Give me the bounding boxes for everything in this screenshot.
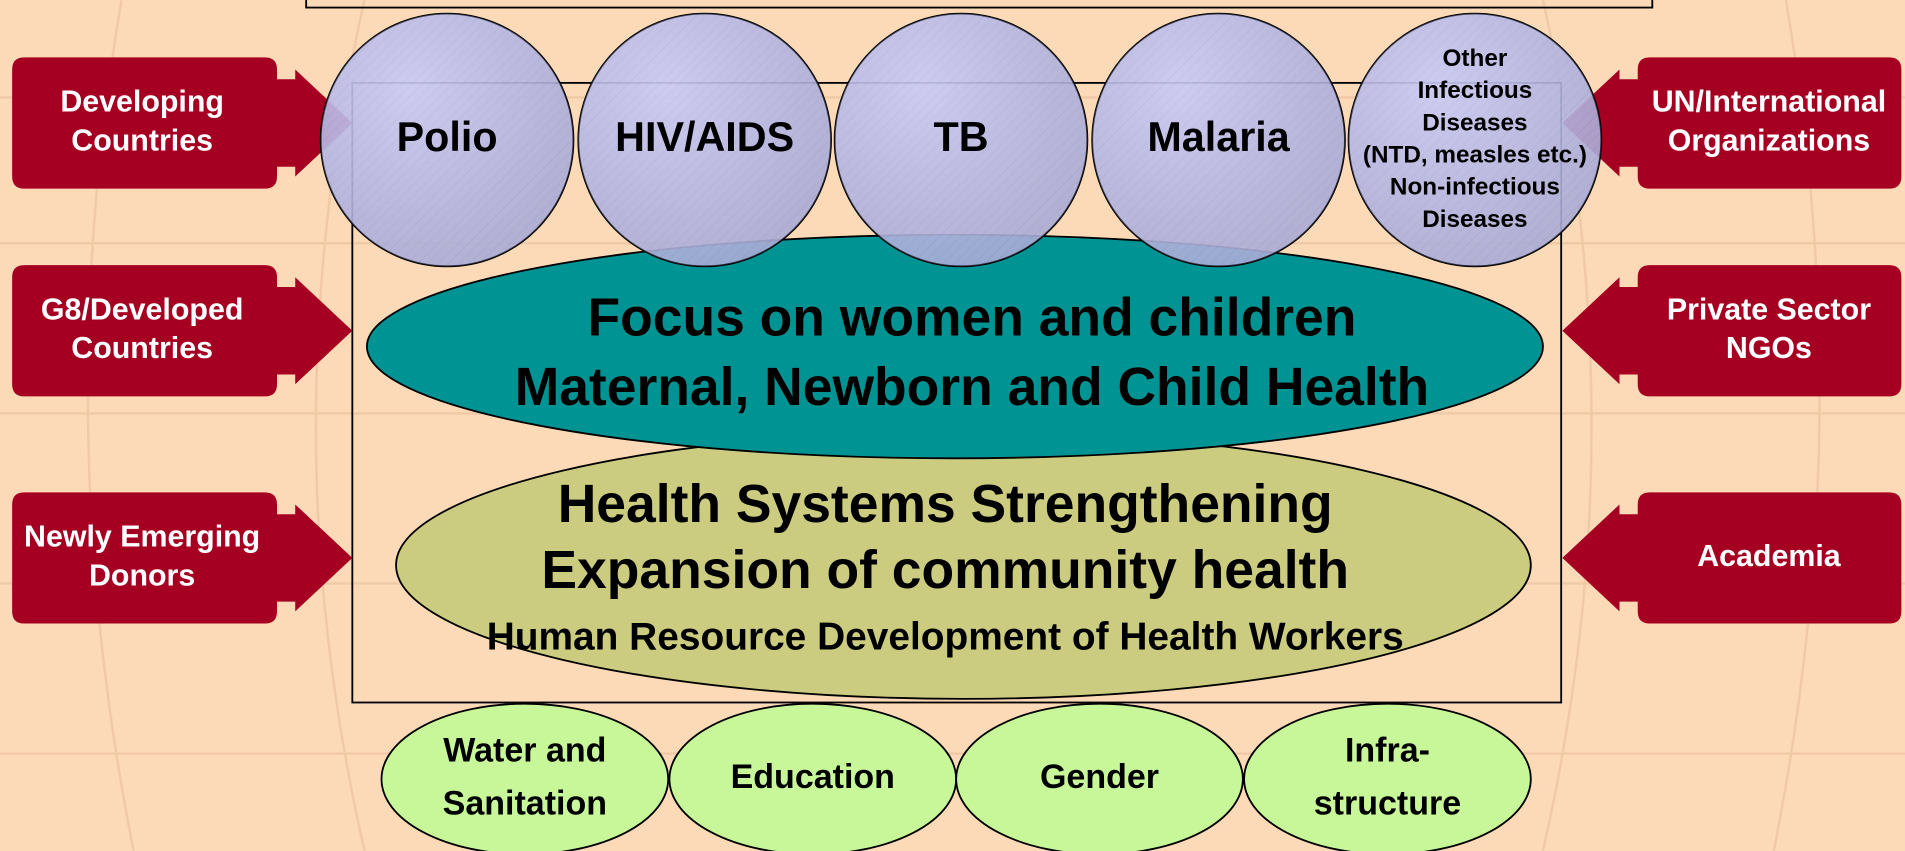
- label: Maternal, Newborn and Child Health: [515, 358, 1429, 417]
- label: G8/Developed: [41, 293, 243, 326]
- label: Donors: [89, 559, 195, 592]
- label: Malaria: [1147, 114, 1290, 160]
- label: TB: [933, 114, 988, 160]
- actor-arrow: [12, 492, 353, 624]
- disease-shade: [578, 13, 832, 267]
- label: Sanitation: [443, 785, 607, 823]
- disease-shade: [1092, 13, 1345, 267]
- label: HIV/AIDS: [615, 114, 794, 160]
- label: Developing: [60, 86, 224, 119]
- label: Gender: [1040, 758, 1159, 796]
- label: Expansion of community health: [541, 541, 1349, 600]
- label: Diseases: [1422, 206, 1527, 233]
- label: Newly Emerging: [24, 521, 260, 554]
- actor-arrow: [12, 265, 353, 397]
- actor-arrow: [1562, 492, 1902, 624]
- label: Organizations: [1668, 124, 1870, 157]
- label: structure: [1314, 785, 1461, 823]
- foundation-ellipse: [380, 702, 670, 851]
- label: Water and: [443, 731, 606, 769]
- label: Diseases: [1422, 109, 1527, 136]
- disease-shade: [834, 13, 1088, 267]
- disease-shade: [1348, 13, 1602, 267]
- label: Countries: [71, 332, 213, 365]
- label: Polio: [397, 114, 498, 160]
- label: NGOs: [1726, 332, 1812, 365]
- label: Focus on women and children: [587, 289, 1356, 348]
- label: Human Resource Development of Health Wor…: [487, 616, 1404, 659]
- label: (NTD, measles etc.): [1363, 142, 1587, 169]
- foundation-ellipse: [955, 702, 1244, 851]
- label: Education: [731, 758, 895, 796]
- label: Infectious: [1418, 77, 1533, 104]
- label: Countries: [71, 124, 213, 157]
- label: UN/International: [1652, 86, 1886, 119]
- top-frame: [305, 0, 1654, 9]
- label: Non-infectious: [1390, 174, 1560, 201]
- label: Health Systems Strengthening: [558, 475, 1333, 534]
- label: Academia: [1697, 540, 1842, 573]
- label: Other: [1443, 45, 1508, 72]
- actor-arrow: [1562, 265, 1902, 397]
- actor-arrow: [12, 57, 353, 189]
- foundation-ellipse: [1243, 702, 1532, 851]
- disease-shade: [320, 13, 574, 267]
- label: Infra-: [1345, 731, 1430, 769]
- actor-arrow: [1562, 57, 1902, 189]
- label: Private Sector: [1667, 293, 1871, 326]
